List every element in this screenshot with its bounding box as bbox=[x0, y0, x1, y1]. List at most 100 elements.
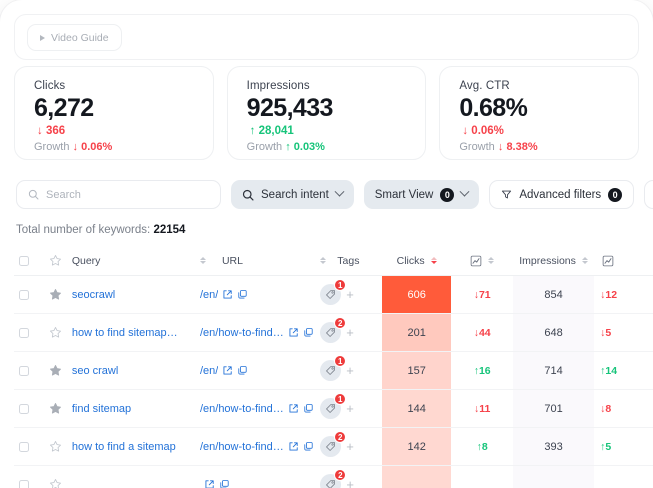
insights-button[interactable]: A bbox=[644, 180, 653, 209]
row-impressions-delta: ↓5 bbox=[600, 326, 612, 339]
add-tag-button[interactable]: + bbox=[346, 287, 354, 302]
copy-url-button[interactable] bbox=[219, 479, 230, 488]
tag-icon bbox=[326, 366, 336, 375]
row-favorite-toggle[interactable] bbox=[40, 288, 72, 301]
row-favorite-toggle[interactable] bbox=[40, 478, 72, 488]
row-query[interactable]: how to find sitemap… bbox=[71, 326, 178, 339]
header-clicks-trend[interactable] bbox=[451, 255, 513, 267]
row-checkbox[interactable] bbox=[14, 289, 40, 300]
tag-chip[interactable]: 1 bbox=[320, 279, 347, 305]
row-checkbox[interactable] bbox=[14, 327, 40, 338]
copy-url-button[interactable] bbox=[303, 441, 314, 452]
header-clicks-label: Clicks bbox=[396, 254, 425, 267]
copy-url-button[interactable] bbox=[303, 327, 314, 338]
add-tag-button[interactable]: + bbox=[346, 401, 354, 416]
advanced-filters-button[interactable]: Advanced filters 0 bbox=[489, 180, 635, 209]
row-clicks-delta: ↓71 bbox=[473, 288, 491, 301]
table-body: seocrawl/en/1 +606 ↓71 854 ↓12 how to find si… bbox=[14, 276, 653, 488]
search-input[interactable]: Search bbox=[16, 180, 221, 209]
open-url-button[interactable] bbox=[222, 289, 233, 300]
add-tag-button[interactable]: + bbox=[346, 477, 354, 488]
tag-chip[interactable]: 1 bbox=[320, 393, 347, 419]
smart-view-dropdown[interactable]: Smart View 0 bbox=[363, 180, 480, 209]
header-impressions-trend[interactable] bbox=[594, 255, 653, 267]
row-url[interactable] bbox=[200, 479, 320, 488]
row-query[interactable]: seocrawl bbox=[71, 288, 116, 301]
open-url-button[interactable] bbox=[288, 441, 299, 452]
row-url[interactable]: /en/how-to-find-a-… bbox=[200, 327, 320, 339]
row-url[interactable]: /en/ bbox=[200, 289, 320, 301]
header-clicks[interactable]: Clicks bbox=[382, 246, 451, 275]
row-clicks-delta: ↑16 bbox=[473, 364, 491, 377]
row-tags[interactable]: 1 + bbox=[320, 279, 382, 305]
table-row[interactable]: 2 + bbox=[14, 466, 653, 488]
tag-chip[interactable]: 1 bbox=[320, 355, 347, 381]
row-checkbox[interactable] bbox=[14, 479, 40, 488]
sort-clicks-trend-icon[interactable] bbox=[488, 256, 495, 265]
tag-chip[interactable]: 2 bbox=[320, 431, 347, 457]
row-checkbox[interactable] bbox=[14, 403, 40, 414]
copy-url-button[interactable] bbox=[237, 365, 248, 376]
open-url-button[interactable] bbox=[204, 479, 215, 488]
header-url[interactable]: URL bbox=[199, 255, 320, 267]
table-row[interactable]: seocrawl/en/1 +606 ↓71 854 ↓12 bbox=[14, 276, 653, 314]
copy-url-button[interactable] bbox=[303, 403, 314, 414]
table-row[interactable]: seo crawl/en/1 +157 ↑16 714 ↑14 bbox=[14, 352, 653, 390]
open-url-button[interactable] bbox=[288, 327, 299, 338]
row-tags[interactable]: 1 + bbox=[320, 393, 382, 419]
kpi-growth: Growth ↑ 0.03% bbox=[246, 141, 325, 154]
search-intent-label: Search intent bbox=[261, 188, 329, 201]
add-tag-button[interactable]: + bbox=[346, 363, 354, 378]
row-url[interactable]: /en/how-to-find-a-… bbox=[200, 441, 320, 453]
row-impressions: 648 bbox=[512, 314, 595, 351]
external-link-icon bbox=[223, 290, 232, 299]
search-intent-dropdown[interactable]: Search intent bbox=[231, 180, 354, 209]
sort-impressions-icon[interactable] bbox=[581, 256, 588, 265]
filter-icon bbox=[502, 190, 512, 199]
select-all-checkbox[interactable] bbox=[14, 255, 40, 266]
add-tag-button[interactable]: + bbox=[346, 325, 354, 340]
open-url-button[interactable] bbox=[288, 403, 299, 414]
row-url[interactable]: /en/how-to-find-a-… bbox=[200, 403, 320, 415]
row-query[interactable]: find sitemap bbox=[71, 402, 132, 415]
sort-clicks-icon[interactable] bbox=[430, 256, 437, 265]
header-impressions[interactable]: Impressions bbox=[513, 246, 594, 275]
row-tags[interactable]: 2 + bbox=[320, 469, 382, 488]
row-favorite-toggle[interactable] bbox=[40, 364, 72, 377]
copy-url-button[interactable] bbox=[237, 289, 248, 300]
row-tags[interactable]: 2 + bbox=[320, 431, 382, 457]
row-query[interactable]: seo crawl bbox=[71, 364, 119, 377]
table-row[interactable]: how to find sitemap… /en/how-to-find-a-…2… bbox=[14, 314, 653, 352]
row-clicks-delta: ↓11 bbox=[473, 402, 491, 415]
table-row[interactable]: find sitemap/en/how-to-find-a-…1+144↓117… bbox=[14, 390, 653, 428]
star-icon bbox=[50, 364, 62, 376]
row-tags[interactable]: 1 + bbox=[320, 355, 382, 381]
video-guide-label: Video Guide bbox=[51, 31, 109, 44]
sort-query-icon[interactable] bbox=[199, 256, 206, 265]
row-impressions: 854 bbox=[512, 276, 595, 313]
tag-chip[interactable]: 2 bbox=[320, 317, 347, 343]
chart-icon bbox=[602, 255, 614, 266]
table-row[interactable]: how to find a sitemap/en/how-to-find-a-…… bbox=[14, 428, 653, 466]
row-favorite-toggle[interactable] bbox=[40, 440, 72, 453]
video-guide-button[interactable]: Video Guide bbox=[27, 24, 122, 51]
add-tag-button[interactable]: + bbox=[346, 439, 354, 454]
header-query[interactable]: Query bbox=[72, 255, 200, 267]
row-query[interactable]: how to find a sitemap bbox=[71, 440, 176, 453]
copy-icon bbox=[304, 404, 313, 413]
row-checkbox[interactable] bbox=[14, 365, 40, 376]
header-tags[interactable]: Tags bbox=[320, 255, 382, 267]
smart-view-label: Smart View bbox=[374, 188, 434, 201]
row-favorite-toggle[interactable] bbox=[40, 402, 72, 415]
copy-icon bbox=[304, 442, 313, 451]
favorite-column-header[interactable] bbox=[40, 254, 72, 267]
row-favorite-toggle[interactable] bbox=[40, 326, 72, 339]
sort-url-icon[interactable] bbox=[320, 256, 327, 265]
row-clicks: 142 bbox=[381, 428, 452, 465]
row-tags[interactable]: 2 + bbox=[320, 317, 382, 343]
tag-chip[interactable]: 2 bbox=[320, 469, 347, 488]
row-impressions: 714 bbox=[512, 352, 595, 389]
row-checkbox[interactable] bbox=[14, 441, 40, 452]
open-url-button[interactable] bbox=[222, 365, 233, 376]
row-url[interactable]: /en/ bbox=[200, 365, 320, 377]
